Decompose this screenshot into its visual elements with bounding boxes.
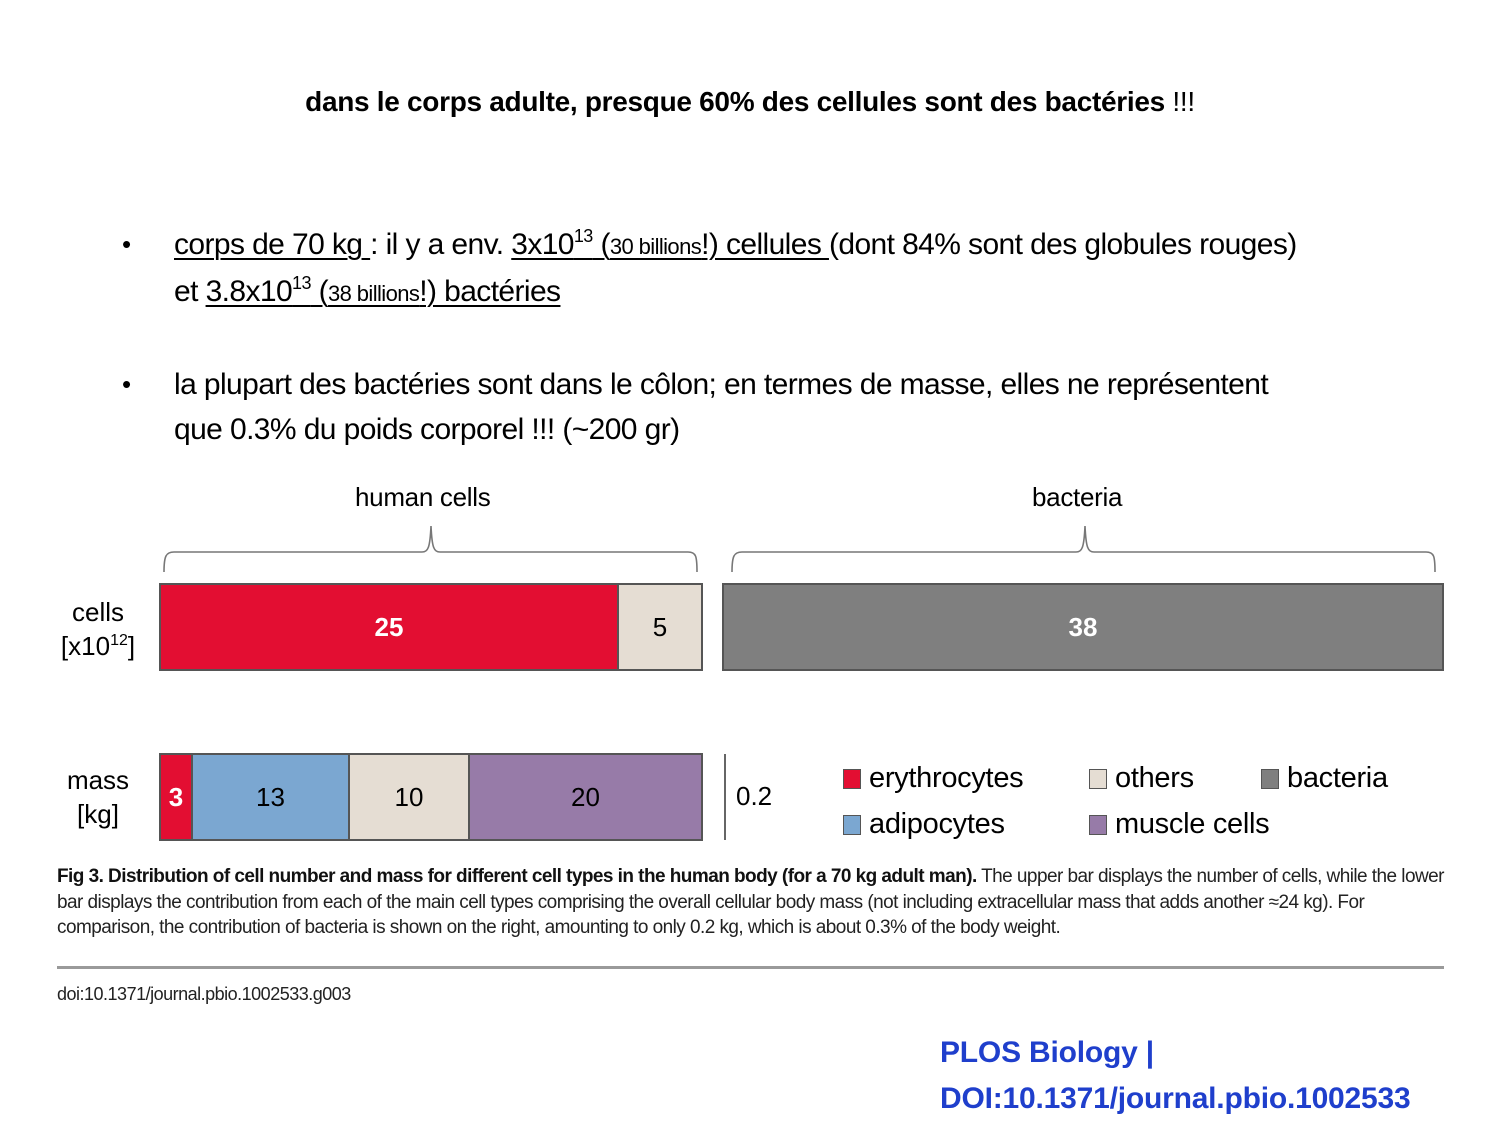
exponent: 13	[573, 226, 593, 246]
bullet-marker: •	[122, 369, 131, 399]
mass-bar-human: 3 13 10 20	[159, 753, 703, 841]
row-label-line: [kg]	[77, 799, 119, 829]
underlined-text: corps de 70 kg	[174, 228, 371, 261]
caption-title: Fig 3. Distribution of cell number and m…	[57, 866, 977, 887]
brace-human-cells-icon	[163, 525, 698, 573]
row-label-cells: cells [x1012]	[48, 595, 148, 663]
text: [x10	[60, 631, 111, 661]
segment-others-mass: 10	[348, 755, 468, 839]
slide-title: dans le corps adulte, presque 60% des ce…	[0, 86, 1500, 118]
legend-swatch-icon	[843, 768, 861, 789]
source-line-doi: DOI:10.1371/journal.pbio.1002533	[940, 1082, 1411, 1115]
bullet-item-colon: • la plupart des bactéries sont dans le …	[122, 362, 1322, 452]
figure-doi: doi:10.1371/journal.pbio.1002533.g003	[57, 984, 351, 1004]
legend-swatch-icon	[1089, 768, 1107, 789]
segment-adipocytes-mass: 13	[191, 755, 348, 839]
brace-bacteria-icon	[731, 525, 1436, 573]
caption-text: The upper bar displays the number of cel…	[57, 866, 1445, 938]
exponent: 13	[292, 273, 311, 293]
text: : il y a env.	[370, 228, 512, 261]
row-label-line: cells	[71, 597, 124, 627]
text: 38 billions	[328, 281, 420, 306]
segment-muscle-cells-mass: 20	[468, 755, 701, 839]
group-label-human-cells: human cells	[355, 482, 491, 512]
text: !) bactéries	[419, 275, 561, 308]
text: (dont 84% sont des globules rouges) et	[174, 228, 1297, 308]
legend-swatch-icon	[843, 814, 861, 835]
figure-caption: Fig 3. Distribution of cell number and m…	[57, 864, 1447, 941]
segment-others-cells: 5	[617, 585, 701, 669]
slide-title-text: dans le corps adulte, presque 60% des ce…	[305, 86, 1165, 117]
legend-item-others: others	[1089, 762, 1194, 795]
legend-label: erythrocytes	[869, 762, 1024, 794]
legend-label: others	[1115, 762, 1194, 794]
segment-erythrocytes-cells: 25	[161, 585, 617, 669]
bacteria-mass-line	[724, 754, 726, 840]
cells-bar-human: 25 5	[159, 583, 703, 671]
figure: human cells bacteria cells [x1012] 25 5 …	[0, 470, 1500, 1030]
legend-item-bacteria: bacteria	[1261, 762, 1388, 795]
cells-bar-bacteria: 38	[722, 583, 1444, 671]
bullet-list: • corps de 70 kg : il y a env. 3x1013 (3…	[122, 222, 1322, 498]
legend-swatch-icon	[1089, 814, 1107, 835]
bullet-marker: •	[122, 229, 131, 259]
underlined-bacteria-count: 3.8x1013 (38 billions!) bactéries	[205, 273, 562, 308]
group-label-bacteria: bacteria	[1032, 482, 1123, 512]
text: (	[310, 275, 329, 308]
bullet-item-cells: • corps de 70 kg : il y a env. 3x1013 (3…	[122, 222, 1322, 316]
text: 3x10	[511, 228, 574, 261]
legend-label: bacteria	[1287, 762, 1388, 794]
source-line-journal: PLOS Biology |	[940, 1036, 1154, 1069]
text: (	[592, 228, 610, 261]
bacteria-mass-value: 0.2	[736, 781, 773, 811]
underlined-cell-count: 3x1013 (30 billions!) cellules	[511, 226, 829, 261]
slide-title-suffix: !!!	[1172, 86, 1195, 117]
row-label-line: [x1012]	[48, 629, 148, 663]
text: 3.8x10	[205, 275, 293, 308]
source-reference: PLOS Biology | DOI:10.1371/journal.pbio.…	[940, 1030, 1411, 1122]
bullet-text: la plupart des bactéries sont dans le cô…	[174, 368, 1269, 446]
exponent: 12	[110, 632, 128, 649]
legend-item-adipocytes: adipocytes	[843, 808, 1005, 841]
text: ]	[127, 631, 136, 661]
text: !) cellules	[701, 228, 829, 261]
legend-label: muscle cells	[1115, 808, 1270, 840]
text: 30 billions	[609, 234, 702, 259]
segment-erythrocytes-mass: 3	[161, 755, 191, 839]
row-label-line: mass	[66, 765, 130, 795]
legend-item-erythrocytes: erythrocytes	[843, 762, 1024, 795]
legend-item-muscle-cells: muscle cells	[1089, 808, 1270, 841]
legend-label: adipocytes	[869, 808, 1005, 840]
segment-bacteria-cells: 38	[724, 585, 1442, 669]
caption-divider	[57, 966, 1444, 969]
row-label-mass: mass [kg]	[48, 763, 148, 831]
legend-swatch-icon	[1261, 768, 1279, 789]
